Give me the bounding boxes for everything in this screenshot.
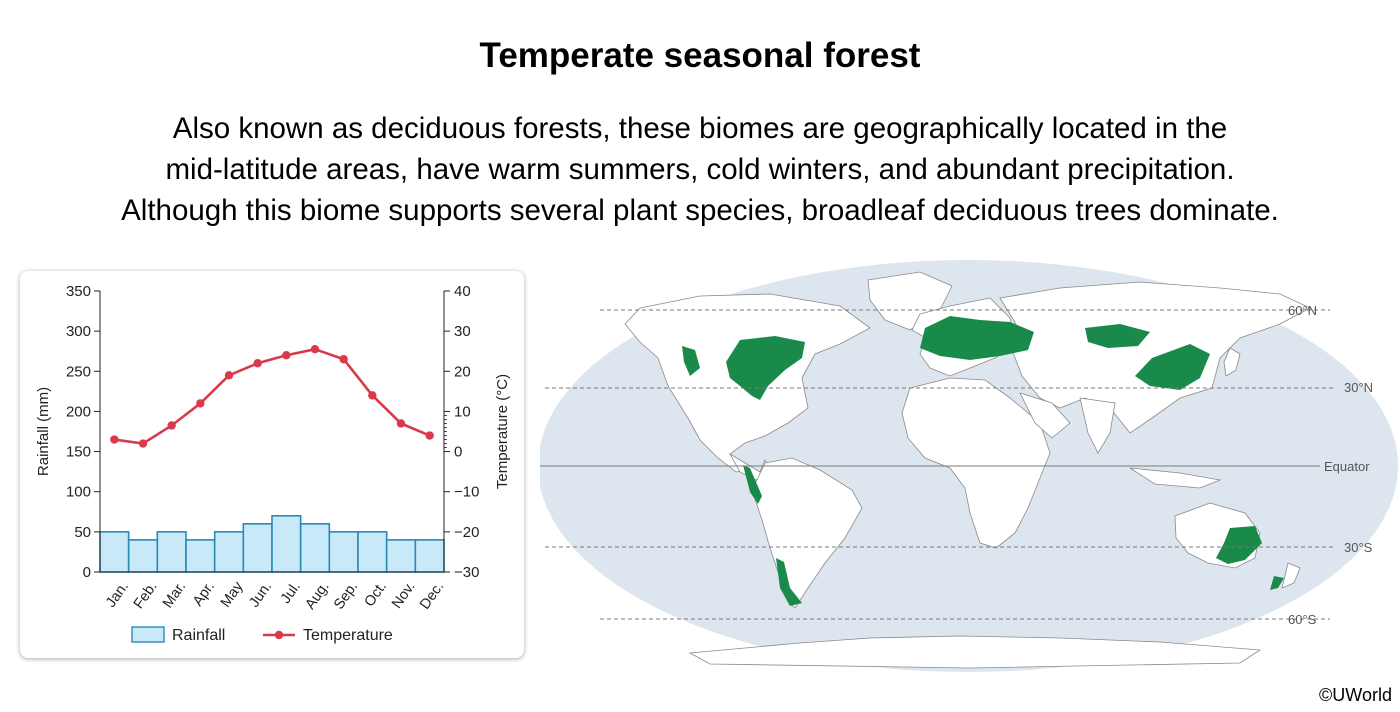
rainfall-bar <box>156 531 187 573</box>
forest-nz <box>1270 576 1284 590</box>
forest-europe <box>920 316 1034 360</box>
lat-label-60s: 60°S <box>1288 612 1317 627</box>
chart-axes <box>94 290 450 573</box>
forest-sa-west <box>743 465 762 504</box>
left-tick-label: 50 <box>74 524 91 541</box>
category-label: Dec. <box>417 579 447 613</box>
forest-asia-central <box>1085 324 1150 348</box>
category-label: Sep. <box>331 579 361 613</box>
left-tick-label: 150 <box>66 444 91 461</box>
lat-label-30s: 30°S <box>1344 540 1373 555</box>
rainfall-bar <box>414 539 445 573</box>
category-label: Jun. <box>246 579 275 611</box>
description-line: Although this biome supports several pla… <box>121 194 1279 227</box>
category-label: Jan. <box>103 579 132 611</box>
left-tick-label: 350 <box>66 283 91 300</box>
description-line: mid-latitude areas, have warm summers, c… <box>165 153 1235 186</box>
indonesia <box>1129 467 1222 489</box>
temperature-point <box>310 345 320 354</box>
temperature-point <box>138 439 148 448</box>
right-tick-label: 40 <box>454 283 471 300</box>
temperature-point <box>282 351 291 360</box>
temperature-point <box>224 371 234 380</box>
temperature-point <box>253 359 262 368</box>
temperature-point <box>368 391 377 400</box>
forest-asia-east <box>1135 344 1210 390</box>
temperature-point <box>396 419 406 428</box>
india <box>1079 397 1116 454</box>
right-axis-title: Temperature (°C) <box>494 374 511 489</box>
category-label: May <box>218 578 247 610</box>
rainfall-bar <box>99 531 130 573</box>
category-label: Apr. <box>190 579 218 609</box>
category-label: Mar. <box>160 579 189 611</box>
africa <box>901 377 1051 549</box>
rainfall-bar <box>385 539 417 573</box>
temperature-polyline <box>114 347 431 445</box>
lat-label-equator: Equator <box>1324 459 1370 474</box>
rainfall-bar <box>328 531 359 573</box>
rainfall-bar <box>185 539 216 573</box>
category-label: Oct. <box>362 579 390 610</box>
temperature-point <box>339 355 348 364</box>
japan <box>1223 347 1241 377</box>
left-tick-label: 200 <box>66 403 91 420</box>
forest-regions <box>682 316 1284 606</box>
rainfall-bar <box>299 523 331 573</box>
category-label: Aug. <box>302 579 332 613</box>
legend-rainfall-swatch <box>131 626 165 643</box>
right-tick-label: −30 <box>454 564 479 581</box>
category-label: Feb. <box>131 579 161 612</box>
temperature-point <box>110 435 119 444</box>
right-tick-label: 20 <box>454 363 471 380</box>
right-tick-label: 10 <box>454 403 471 420</box>
legend-temperature-label: Temperature <box>303 627 393 644</box>
right-tick-label: 30 <box>454 323 471 340</box>
climate-chart: 0 50 100 150 200 250 300 350 −30 −20 −10 0 10 20 30 40 J… <box>35 283 511 644</box>
temperature-point <box>167 421 176 430</box>
category-label: Nov. <box>389 579 419 612</box>
right-tick-label: −20 <box>454 524 479 541</box>
lat-label-60n: 60°N <box>1288 303 1317 318</box>
rainfall-bar <box>357 531 388 573</box>
temperature-point <box>425 431 434 440</box>
left-axis-title: Rainfall (mm) <box>35 387 52 476</box>
left-tick-label: 250 <box>66 363 91 380</box>
description-line: Also known as deciduous forests, these b… <box>172 112 1228 145</box>
category-label: Jul. <box>278 579 304 607</box>
rainfall-bar <box>271 515 302 573</box>
new-zealand <box>1281 562 1301 589</box>
climate-chart-card: 0 50 100 150 200 250 300 350 −30 −20 −10 0 10 20 30 40 J… <box>20 271 524 658</box>
description: Also known as deciduous forests, these b… <box>20 108 1380 231</box>
latitude-lines <box>540 309 1335 620</box>
forest-australia <box>1216 526 1262 564</box>
left-tick-label: 300 <box>66 323 91 340</box>
copyright: ©UWorld <box>1319 685 1392 705</box>
rainfall-bar <box>127 539 159 573</box>
chart-legend: Rainfall Temperature <box>131 626 393 644</box>
arabia <box>1019 392 1071 439</box>
lat-label-30n: 30°N <box>1344 380 1373 395</box>
legend-temperature-point <box>274 630 284 640</box>
legend-rainfall-label: Rainfall <box>172 627 225 644</box>
forest-na-west <box>682 346 700 376</box>
page-title: Temperate seasonal forest <box>479 36 921 75</box>
forest-sa-south <box>776 558 802 606</box>
antarctica <box>688 635 1262 669</box>
rainfall-bar <box>242 523 273 573</box>
temperature-point <box>196 399 205 408</box>
left-tick-label: 0 <box>83 564 91 581</box>
right-tick-label: 0 <box>454 444 462 461</box>
rainfall-bar <box>213 531 245 573</box>
right-tick-label: −10 <box>454 484 479 501</box>
temperature-line <box>110 345 434 448</box>
left-tick-label: 100 <box>66 484 91 501</box>
rainfall-bars <box>99 515 445 573</box>
forest-na-east <box>726 336 805 400</box>
world-map: 60°N 30°N Equator 30°S 60°S <box>538 258 1400 678</box>
